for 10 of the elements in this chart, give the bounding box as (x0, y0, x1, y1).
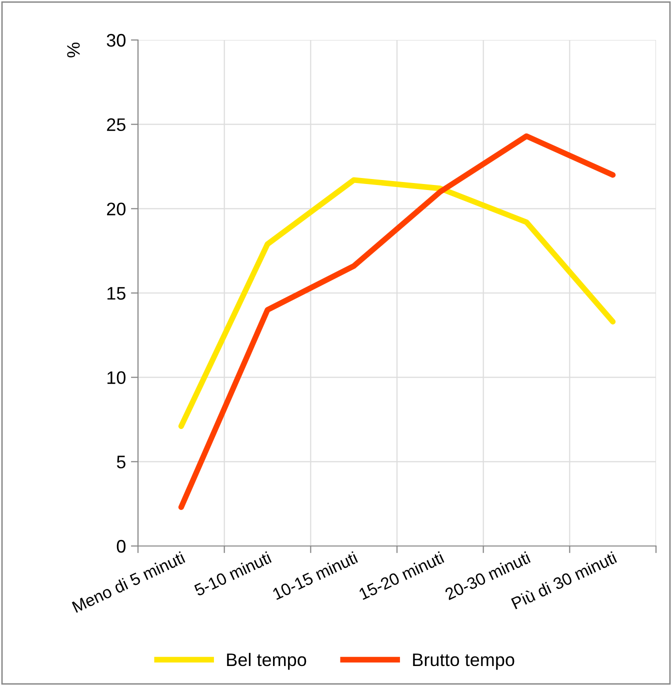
legend-label: Brutto tempo (413, 654, 514, 670)
legend-label: Bel tempo (227, 652, 306, 670)
y-tick-label: 0 (116, 540, 126, 553)
y-tick-label: 10 (107, 371, 126, 384)
y-tick-label: 5 (116, 456, 126, 468)
y-tick-label: 30 (106, 34, 126, 47)
y-tick-label: 25 (107, 118, 126, 132)
y-tick-label: 20 (107, 202, 126, 216)
y-axis-title: % (67, 42, 80, 58)
y-tick-label: 15 (107, 287, 126, 300)
